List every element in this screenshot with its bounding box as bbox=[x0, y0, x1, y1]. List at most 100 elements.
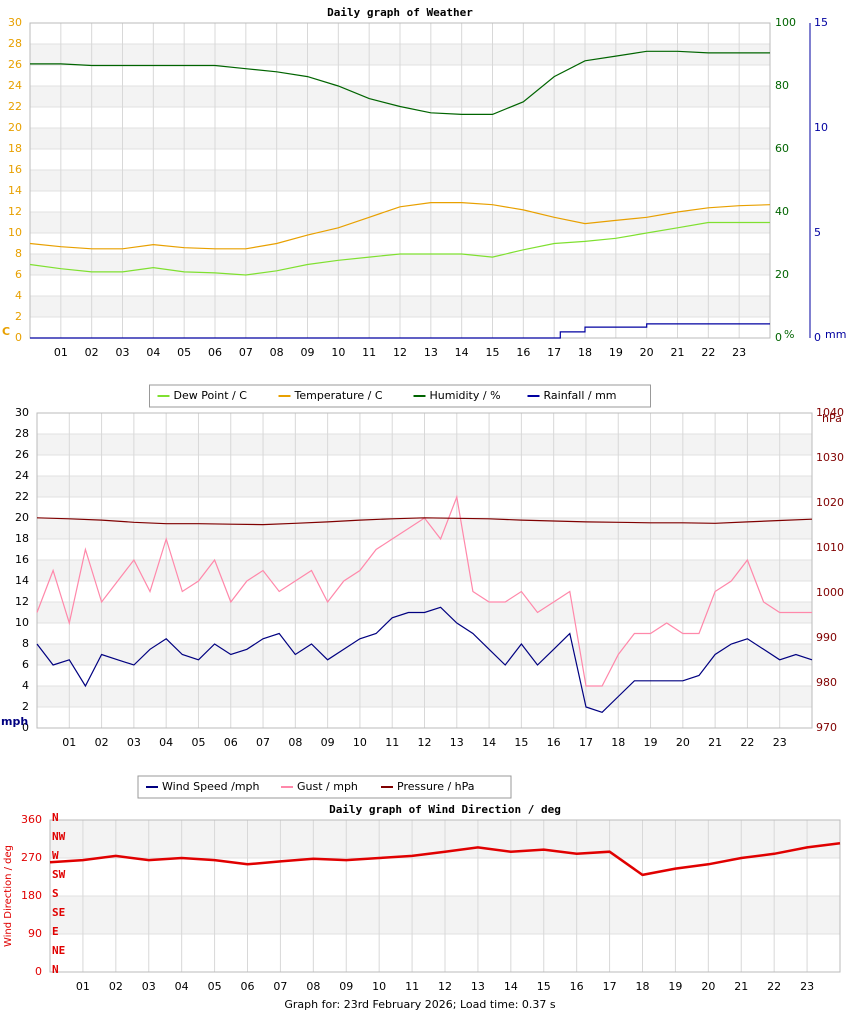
legend-label: Rainfall / mm bbox=[544, 389, 617, 402]
x-tick-label: 22 bbox=[701, 346, 715, 359]
direction-label: S bbox=[52, 887, 59, 900]
x-tick-label: 04 bbox=[146, 346, 160, 359]
y-tick-label: 12 bbox=[15, 595, 29, 608]
x-tick-label: 01 bbox=[54, 346, 68, 359]
y-tick-label: 20 bbox=[15, 511, 29, 524]
y-tick-label: 14 bbox=[15, 574, 29, 587]
y-tick-label: 16 bbox=[8, 163, 22, 176]
y-tick-label: 6 bbox=[22, 658, 29, 671]
x-tick-label: 01 bbox=[62, 736, 76, 749]
series-line bbox=[36, 517, 813, 526]
series-line bbox=[30, 50, 770, 115]
x-tick-label: 20 bbox=[701, 980, 715, 993]
x-tick-label: 13 bbox=[450, 736, 464, 749]
x-tick-label: 12 bbox=[393, 346, 407, 359]
y2-tick-label: 980 bbox=[816, 676, 837, 689]
x-tick-label: 06 bbox=[224, 736, 238, 749]
direction-label: N bbox=[52, 963, 59, 976]
y2-tick-label: 1010 bbox=[816, 541, 844, 554]
legend-box bbox=[149, 384, 651, 408]
chart-title: Daily graph of Weather bbox=[327, 6, 473, 19]
x-tick-label: 11 bbox=[385, 736, 399, 749]
y-tick-label: 22 bbox=[15, 490, 29, 503]
direction-label: SW bbox=[52, 868, 66, 881]
y3-unit: mm bbox=[825, 328, 846, 341]
series-line bbox=[29, 221, 770, 276]
y3-tick-label: 15 bbox=[814, 16, 828, 29]
x-tick-label: 16 bbox=[516, 346, 530, 359]
y2-tick-label: 990 bbox=[816, 631, 837, 644]
legend-label: Gust / mph bbox=[297, 780, 358, 793]
x-tick-label: 15 bbox=[537, 980, 551, 993]
plot-border bbox=[36, 412, 813, 729]
x-tick-label: 08 bbox=[270, 346, 284, 359]
x-tick-label: 05 bbox=[191, 736, 205, 749]
y-tick-label: 180 bbox=[21, 889, 42, 902]
legend-label: Humidity / % bbox=[430, 389, 501, 402]
x-tick-label: 18 bbox=[611, 736, 625, 749]
x-tick-label: 23 bbox=[732, 346, 746, 359]
y-unit: C bbox=[2, 325, 10, 338]
x-tick-label: 22 bbox=[767, 980, 781, 993]
x-tick-label: 06 bbox=[241, 980, 255, 993]
y2-unit: % bbox=[784, 328, 794, 341]
legend-label: Temperature / C bbox=[294, 389, 383, 402]
x-tick-label: 04 bbox=[175, 980, 189, 993]
x-tick-label: 05 bbox=[208, 980, 222, 993]
y2-tick-label: 20 bbox=[775, 268, 789, 281]
x-tick-label: 03 bbox=[142, 980, 156, 993]
x-tick-label: 13 bbox=[471, 980, 485, 993]
y-tick-label: 6 bbox=[15, 268, 22, 281]
legend-label: Dew Point / C bbox=[174, 389, 248, 402]
y3-tick-label: 5 bbox=[814, 226, 821, 239]
legend-label: Wind Speed /mph bbox=[162, 780, 260, 793]
series-line bbox=[29, 202, 771, 250]
y-axis-label: Wind Direction / deg bbox=[3, 845, 14, 947]
y-tick-label: 30 bbox=[15, 406, 29, 419]
x-tick-label: 21 bbox=[708, 736, 722, 749]
y2-tick-label: 1040 bbox=[816, 406, 844, 419]
y-tick-label: 2 bbox=[15, 310, 22, 323]
x-tick-label: 08 bbox=[288, 736, 302, 749]
y-tick-label: 10 bbox=[8, 226, 22, 239]
y-tick-label: 8 bbox=[22, 637, 29, 650]
x-tick-label: 17 bbox=[579, 736, 593, 749]
y-tick-label: 16 bbox=[15, 553, 29, 566]
y2-tick-label: 60 bbox=[775, 142, 789, 155]
y-tick-label: 12 bbox=[8, 205, 22, 218]
x-tick-label: 02 bbox=[95, 736, 109, 749]
y2-unit: hPa bbox=[822, 412, 842, 425]
y3-tick-label: 10 bbox=[814, 121, 828, 134]
x-tick-label: 09 bbox=[321, 736, 335, 749]
x-tick-label: 03 bbox=[116, 346, 130, 359]
y-tick-label: 18 bbox=[15, 532, 29, 545]
y2-tick-label: 1000 bbox=[816, 586, 844, 599]
y-tick-label: 18 bbox=[8, 142, 22, 155]
y2-tick-label: 970 bbox=[816, 721, 837, 734]
x-tick-label: 10 bbox=[353, 736, 367, 749]
x-tick-label: 21 bbox=[734, 980, 748, 993]
y-tick-label: 20 bbox=[8, 121, 22, 134]
y-tick-label: 26 bbox=[8, 58, 22, 71]
x-tick-label: 17 bbox=[603, 980, 617, 993]
direction-label: SE bbox=[52, 906, 65, 919]
x-tick-label: 21 bbox=[671, 346, 685, 359]
direction-label: NW bbox=[52, 830, 66, 843]
x-tick-label: 08 bbox=[306, 980, 320, 993]
y2-tick-label: 1020 bbox=[816, 496, 844, 509]
x-tick-label: 10 bbox=[331, 346, 345, 359]
x-tick-label: 02 bbox=[85, 346, 99, 359]
y-tick-label: 0 bbox=[15, 331, 22, 344]
x-tick-label: 15 bbox=[486, 346, 500, 359]
x-tick-label: 07 bbox=[256, 736, 270, 749]
direction-label: W bbox=[52, 849, 59, 862]
x-tick-label: 23 bbox=[800, 980, 814, 993]
y-tick-label: 0 bbox=[22, 721, 29, 734]
direction-label: E bbox=[52, 925, 59, 938]
x-tick-label: 14 bbox=[455, 346, 469, 359]
x-tick-label: 17 bbox=[547, 346, 561, 359]
legend-label: Pressure / hPa bbox=[397, 780, 475, 793]
y-tick-label: 10 bbox=[15, 616, 29, 629]
y-tick-label: 24 bbox=[15, 469, 29, 482]
